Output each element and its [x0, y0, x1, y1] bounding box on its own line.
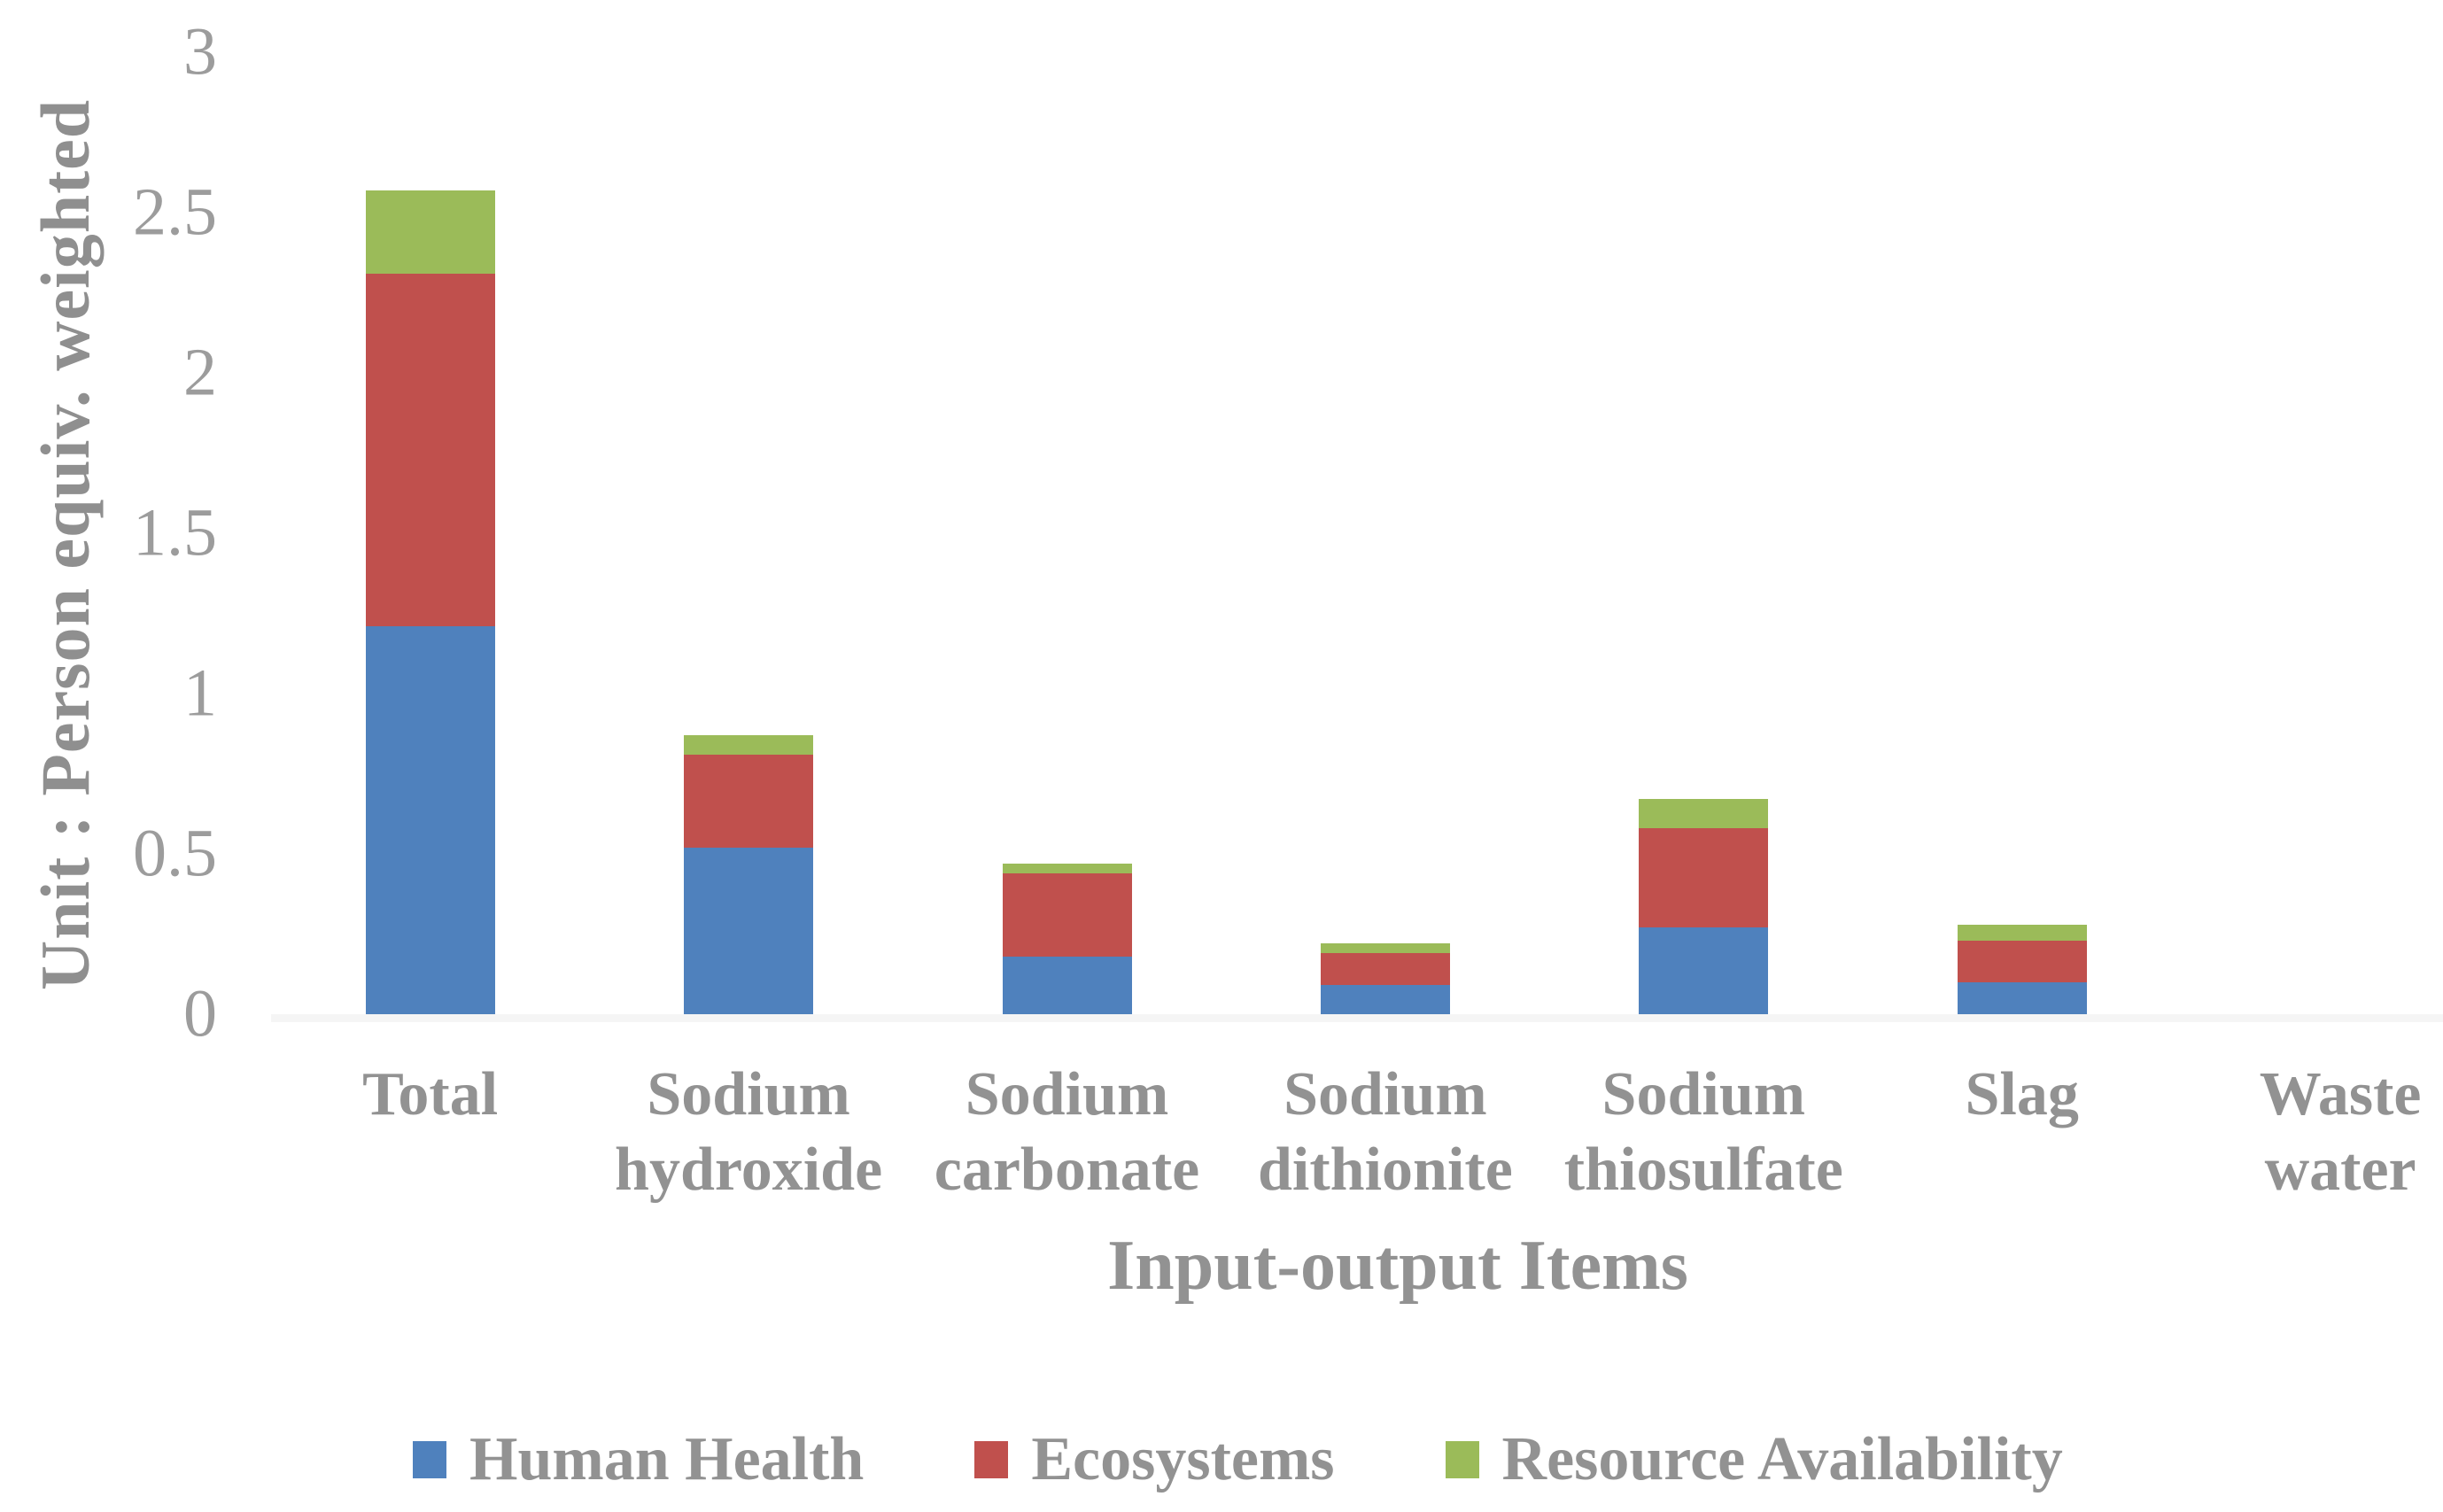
bar-segment-resource-availability-2 — [684, 735, 814, 755]
bar-segment-human-health-6 — [1957, 981, 2087, 1014]
y-tick-label: 0.5 — [133, 816, 217, 891]
bar-segment-human-health-2 — [684, 847, 814, 1014]
legend-swatch-icon — [1445, 1441, 1479, 1478]
y-tick-label: 0 — [183, 976, 217, 1051]
bar-segment-resource-availability-5 — [1639, 799, 1769, 829]
legend-item: Resource Availability — [1445, 1424, 2063, 1495]
bar-segment-human-health-1 — [365, 625, 495, 1014]
y-tick-label: 1.5 — [133, 495, 217, 570]
category-label: Sodium carbonate — [934, 1060, 1200, 1204]
x-axis-title: Input-output Items — [1107, 1227, 1688, 1305]
legend-swatch-icon — [413, 1441, 446, 1478]
category-label: Sodium hydroxide — [615, 1060, 883, 1204]
category-label: Total — [362, 1060, 499, 1128]
bar-segment-resource-availability-6 — [1957, 924, 2087, 941]
category-label: Waste water — [2259, 1060, 2422, 1204]
bar-segment-human-health-4 — [1320, 985, 1450, 1014]
bar-segment-ecosystems-2 — [684, 754, 814, 848]
bar-segment-ecosystems-3 — [1002, 872, 1132, 957]
bar-segment-human-health-5 — [1639, 927, 1769, 1014]
bar-segment-human-health-3 — [1002, 956, 1132, 1014]
bar-segment-resource-availability-1 — [365, 190, 495, 274]
bar-segment-ecosystems-1 — [365, 273, 495, 626]
category-label: Sodium dithionite — [1257, 1060, 1513, 1204]
y-tick-label: 3 — [183, 14, 217, 89]
legend-swatch-icon — [974, 1441, 1009, 1478]
legend-label: Human Health — [469, 1425, 865, 1493]
legend-item: Human Health — [413, 1424, 864, 1495]
x-axis-line — [271, 1014, 2443, 1022]
bar-segment-ecosystems-5 — [1639, 828, 1769, 928]
bar-segment-resource-availability-3 — [1002, 863, 1132, 873]
legend-label: Ecosystems — [1031, 1425, 1335, 1493]
legend: Human Health Ecosystems Resource Availabil… — [413, 1424, 2063, 1495]
legend-label: Resource Availability — [1501, 1425, 2063, 1493]
category-label: Slag — [1965, 1060, 2079, 1128]
y-tick-label: 1 — [183, 655, 217, 731]
y-tick-label: 2 — [183, 335, 217, 410]
category-label: Sodium thiosulfate — [1563, 1060, 1843, 1204]
y-tick-label: 2.5 — [133, 174, 217, 250]
bar-segment-ecosystems-6 — [1957, 940, 2087, 982]
bar-segment-resource-availability-4 — [1320, 943, 1450, 954]
bar-segment-ecosystems-4 — [1320, 953, 1450, 986]
legend-item: Ecosystems — [974, 1424, 1335, 1495]
